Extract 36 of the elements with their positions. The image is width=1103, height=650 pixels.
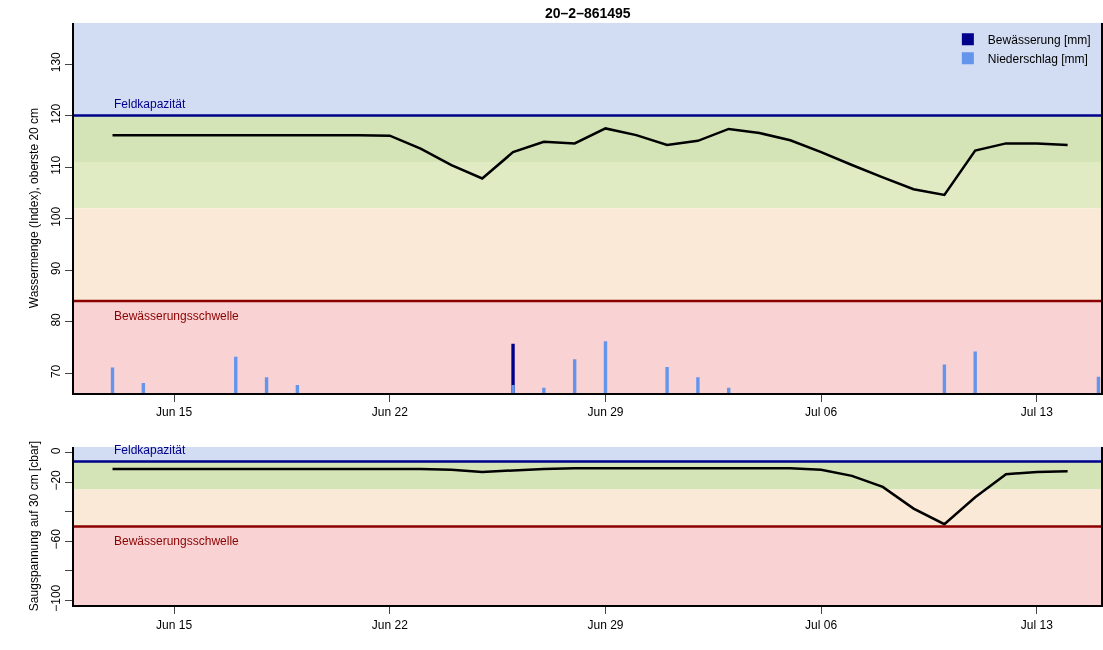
ref-line-label: Bewässerungsschwelle bbox=[114, 534, 240, 548]
ref-line-label: Feldkapazität bbox=[114, 97, 187, 111]
y-tick-label: 70 bbox=[49, 364, 64, 379]
y-tick-label: 0 bbox=[49, 447, 64, 455]
legend-label: Niederschlag [mm] bbox=[987, 51, 1088, 66]
x-tick-label: Jul 13 bbox=[1020, 405, 1054, 420]
chart-title: 20–2–861495 bbox=[545, 5, 631, 21]
ref-line-label: Feldkapazität bbox=[114, 443, 187, 457]
x-tick-label: Jul 13 bbox=[1020, 617, 1054, 632]
x-tick-label: Jun 29 bbox=[587, 405, 624, 420]
x-tick-label: Jul 06 bbox=[805, 405, 838, 420]
y-tick-label: −60 bbox=[49, 528, 64, 550]
x-tick-label: Jun 15 bbox=[156, 617, 193, 632]
x-tick-label: Jun 22 bbox=[371, 405, 409, 420]
y-tick-label: 100 bbox=[49, 206, 64, 227]
y-tick-label: 90 bbox=[49, 261, 64, 276]
ref-line-label: Bewässerungsschwelle bbox=[114, 309, 240, 323]
x-tick-label: Jun 29 bbox=[587, 617, 624, 632]
y-tick-label: −20 bbox=[49, 469, 64, 491]
legend-label: Bewässerung [mm] bbox=[987, 32, 1091, 47]
bar bbox=[542, 387, 546, 394]
y-tick-label: 110 bbox=[49, 155, 64, 175]
bar bbox=[511, 385, 515, 394]
y-axis-title: Saugspannung auf 30 cm [cbar] bbox=[27, 441, 42, 612]
bar bbox=[665, 367, 669, 394]
y-axis-title: Wassermenge (Index), oberste 20 cm bbox=[27, 107, 42, 309]
y-tick-label: 120 bbox=[49, 103, 64, 124]
bar bbox=[696, 377, 700, 394]
y-tick-label: 130 bbox=[49, 51, 64, 73]
line-series bbox=[111, 466, 1069, 526]
y-tick-label: 80 bbox=[49, 312, 64, 327]
x-tick-label: Jul 06 bbox=[805, 617, 838, 632]
x-tick-label: Jun 22 bbox=[371, 617, 409, 632]
y-tick-label: −100 bbox=[49, 584, 64, 612]
x-tick-label: Jun 15 bbox=[156, 405, 193, 420]
line-series bbox=[111, 127, 1069, 197]
